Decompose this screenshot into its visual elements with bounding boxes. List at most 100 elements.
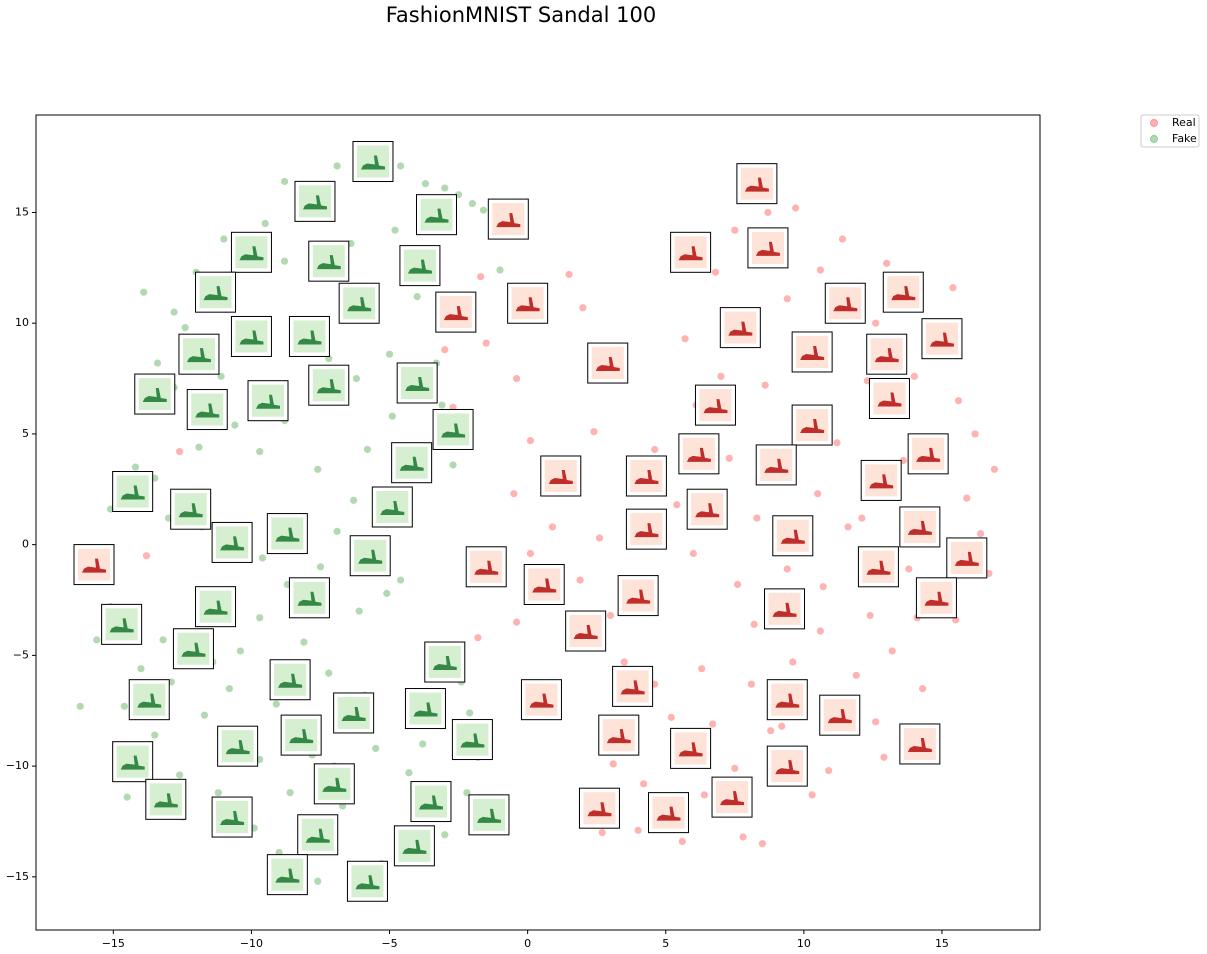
x-tick-label: 0 <box>524 937 531 950</box>
thumbnail <box>294 180 336 222</box>
thumbnail-image <box>439 296 472 329</box>
thumbnail-image <box>199 590 232 623</box>
thumbnail <box>625 455 667 497</box>
point <box>140 288 148 296</box>
thumbnail <box>819 694 861 736</box>
point <box>731 764 739 772</box>
thumbnail-image <box>235 320 268 353</box>
thumbnail-image <box>740 167 773 200</box>
thumbnail-image <box>235 236 268 269</box>
thumbnail-image <box>298 185 331 218</box>
point <box>711 268 720 276</box>
thumbnail-shoe <box>109 618 134 633</box>
thumbnail-image <box>699 389 732 422</box>
thumbnail <box>612 665 654 707</box>
point <box>388 412 396 420</box>
thumbnail <box>170 488 212 530</box>
thumbnail-shoe <box>322 777 347 792</box>
thumbnail-shoe <box>678 246 703 261</box>
point <box>838 235 847 243</box>
thumbnail <box>308 240 350 282</box>
thumbnail <box>824 282 866 324</box>
thumbnail <box>899 723 941 765</box>
thumbnail-image <box>216 526 249 559</box>
point <box>689 549 697 558</box>
thumbnail <box>766 679 808 721</box>
x-tick-label: 5 <box>662 937 669 950</box>
point <box>419 740 427 748</box>
thumbnail <box>195 586 237 628</box>
point <box>791 204 800 212</box>
point <box>256 614 264 622</box>
thumbnail <box>266 854 308 896</box>
point <box>590 428 598 436</box>
thumbnail-image <box>525 683 558 716</box>
point <box>355 607 363 615</box>
point <box>225 685 233 693</box>
point <box>316 563 325 571</box>
point <box>963 494 971 502</box>
point <box>888 647 896 655</box>
thumbnail-image <box>395 446 428 479</box>
thumbnail-image <box>293 581 326 614</box>
thumbnail <box>432 408 474 450</box>
thumbnail-image <box>177 632 210 665</box>
thumbnail-shoe <box>529 693 554 708</box>
point <box>176 448 184 456</box>
thumbnail-shoe <box>82 558 107 573</box>
point <box>883 259 891 267</box>
point <box>510 490 518 498</box>
thumbnail-image <box>191 393 224 426</box>
point <box>466 709 474 717</box>
point <box>391 226 399 234</box>
point <box>910 372 918 380</box>
thumbnail <box>172 628 214 670</box>
thumbnail-image <box>823 699 856 732</box>
thumbnail-image <box>174 493 207 526</box>
point <box>258 554 267 562</box>
point <box>477 273 485 281</box>
thumbnail-image <box>343 287 376 320</box>
thumbnail <box>101 603 143 645</box>
thumbnail-image <box>925 322 958 355</box>
thumbnail-shoe <box>626 589 651 604</box>
thumbnail-image <box>511 287 544 320</box>
thumbnail-shoe <box>424 208 449 223</box>
thumbnail <box>313 763 355 805</box>
point <box>441 831 449 839</box>
point <box>783 295 791 303</box>
point <box>725 454 733 462</box>
point <box>181 324 189 332</box>
point <box>852 671 860 679</box>
point <box>236 647 244 655</box>
thumbnail <box>694 384 736 426</box>
point <box>256 448 264 456</box>
point <box>333 162 341 170</box>
thumbnail-shoe <box>358 549 383 564</box>
thumbnail-image <box>78 548 111 581</box>
point <box>595 534 604 542</box>
thumbnail-shoe <box>347 297 372 312</box>
point <box>844 523 852 531</box>
thumbnail <box>882 271 924 313</box>
thumbnail-shoe <box>595 357 620 372</box>
thumbnail-shoe <box>341 706 366 721</box>
thumbnail <box>297 814 339 856</box>
thumbnail-shoe <box>728 321 753 336</box>
legend-label: Fake <box>1172 132 1197 145</box>
thumbnail-shoe <box>239 246 264 261</box>
point <box>747 680 755 688</box>
thumbnail-image <box>862 550 895 583</box>
thumbnail <box>686 488 728 530</box>
point <box>825 766 833 775</box>
point <box>441 346 449 354</box>
thumbnail-shoe <box>916 447 941 462</box>
plot-frame <box>35 114 1041 931</box>
thumbnail-image <box>221 730 254 763</box>
point <box>314 877 322 885</box>
thumbnail <box>269 659 311 701</box>
thumbnail <box>352 141 394 183</box>
thumbnail-shoe <box>225 740 250 755</box>
point <box>816 627 825 635</box>
thumbnail <box>391 442 433 484</box>
